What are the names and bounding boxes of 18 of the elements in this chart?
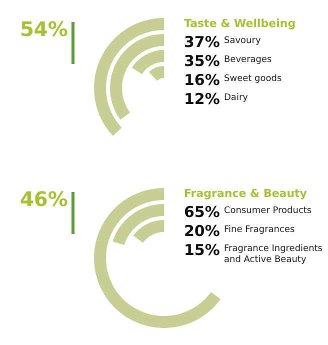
data-label: 65%	[184, 203, 220, 221]
text: 46%	[20, 187, 68, 211]
data-label: 15%	[184, 241, 220, 259]
text: Fragrance & Beauty	[184, 187, 307, 200]
category-label: Savoury	[224, 36, 262, 46]
category-label: Beverages	[224, 55, 272, 65]
text: 54%	[20, 17, 68, 41]
category-label: Dairy	[224, 93, 249, 103]
category-label: Fine Fragrances	[224, 225, 295, 235]
category-label: Sweet goods	[224, 74, 282, 84]
data-label: 35%	[184, 52, 220, 70]
category-label: Consumer Products	[224, 206, 312, 216]
text: Taste & Wellbeing	[184, 17, 296, 30]
data-label: 37%	[184, 33, 220, 51]
data-label: 16%	[184, 71, 220, 89]
data-label: 12%	[184, 90, 220, 108]
category-label: Fragrance Ingredients and Active Beauty	[224, 244, 323, 265]
data-label: 20%	[184, 222, 220, 240]
